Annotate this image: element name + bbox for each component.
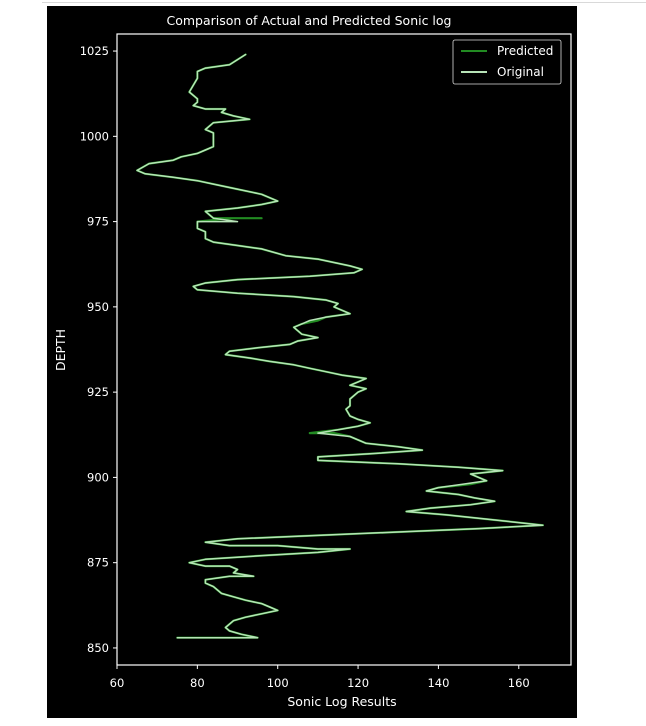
- x-tick-label: 100: [267, 676, 289, 690]
- chart-figure: Comparison of Actual and Predicted Sonic…: [47, 6, 577, 718]
- x-axis-label: Sonic Log Results: [287, 694, 396, 709]
- plot-area-frame: [116, 33, 572, 666]
- x-tick-label: 140: [427, 676, 449, 690]
- chart-title: Comparison of Actual and Predicted Sonic…: [167, 13, 452, 28]
- y-tick-label: 1000: [80, 129, 109, 143]
- y-tick-label: 975: [87, 215, 109, 229]
- x-axis-ticks: 60 80 100 120 140 160: [110, 665, 530, 690]
- series-line-original: [136, 53, 544, 639]
- y-tick-label: 850: [87, 641, 109, 655]
- legend-label-predicted: Predicted: [497, 44, 553, 58]
- chart-legend: Predicted Original: [452, 39, 562, 85]
- series-layer: [136, 53, 544, 639]
- y-tick-label: 900: [87, 470, 109, 484]
- chart-canvas: Comparison of Actual and Predicted Sonic…: [53, 13, 572, 709]
- y-tick-label: 1025: [80, 44, 109, 58]
- x-tick-label: 80: [190, 676, 205, 690]
- x-tick-label: 60: [110, 676, 125, 690]
- y-tick-label: 925: [87, 385, 109, 399]
- y-axis-ticks: 850 875 900 925 950 975 1000 1025: [80, 44, 117, 655]
- x-tick-label: 120: [347, 676, 369, 690]
- x-tick-label: 160: [508, 676, 530, 690]
- page-top-rule: [42, 2, 646, 3]
- legend-label-original: Original: [497, 65, 544, 79]
- y-tick-label: 875: [87, 556, 109, 570]
- y-axis-label: DEPTH: [53, 329, 68, 371]
- y-tick-label: 950: [87, 300, 109, 314]
